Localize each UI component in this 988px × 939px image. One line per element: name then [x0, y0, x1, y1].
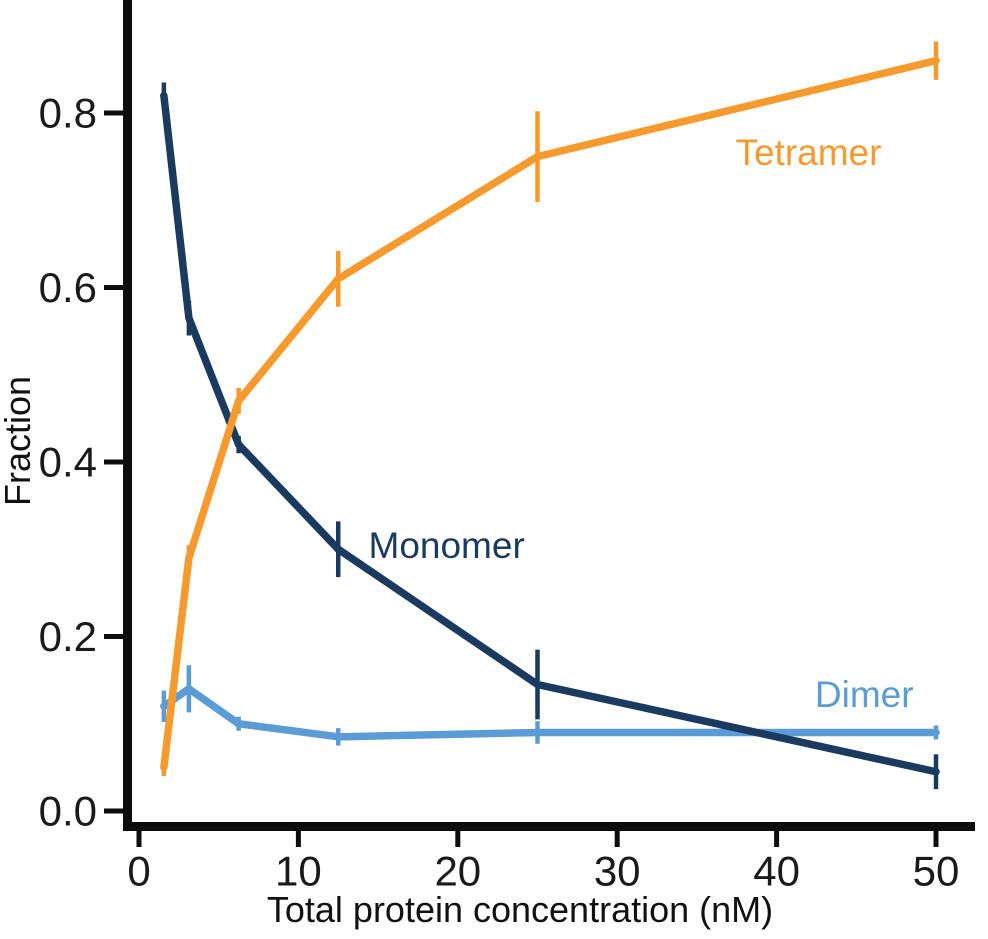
y-tick-label: 0.8 [39, 90, 97, 137]
series-label-monomer: Monomer [369, 525, 525, 566]
line-tetramer [160, 56, 940, 772]
series-dimer [160, 665, 940, 746]
series-label-dimer: Dimer [815, 674, 914, 715]
series-labels: Dimer Monomer Tetramer [369, 132, 914, 715]
line-monomer [160, 91, 940, 776]
y-tick-label: 0.4 [39, 439, 97, 486]
y-axis-spine [123, 0, 132, 831]
series-tetramer [160, 41, 940, 777]
y-tick-label: 0.6 [39, 264, 97, 311]
x-axis-spine [123, 822, 975, 831]
y-tick-label: 0.2 [39, 613, 97, 660]
x-tick-label: 50 [913, 847, 960, 894]
x-tick-label: 40 [753, 847, 800, 894]
series-monomer [160, 82, 940, 790]
axes: 0 10 20 30 40 50 0.0 0.2 0.4 0.6 0.8 [39, 0, 975, 894]
x-axis-label: Total protein concentration (nM) [267, 889, 773, 930]
x-tick-label: 0 [127, 847, 150, 894]
x-tick-label: 30 [594, 847, 641, 894]
series-label-tetramer: Tetramer [735, 132, 881, 173]
series-lines [160, 41, 940, 790]
x-tick-label: 10 [275, 847, 322, 894]
line-dimer [160, 685, 940, 741]
y-tick-label: 0.0 [39, 788, 97, 835]
y-axis-label: Fraction [0, 376, 38, 506]
x-tick-label: 20 [434, 847, 481, 894]
